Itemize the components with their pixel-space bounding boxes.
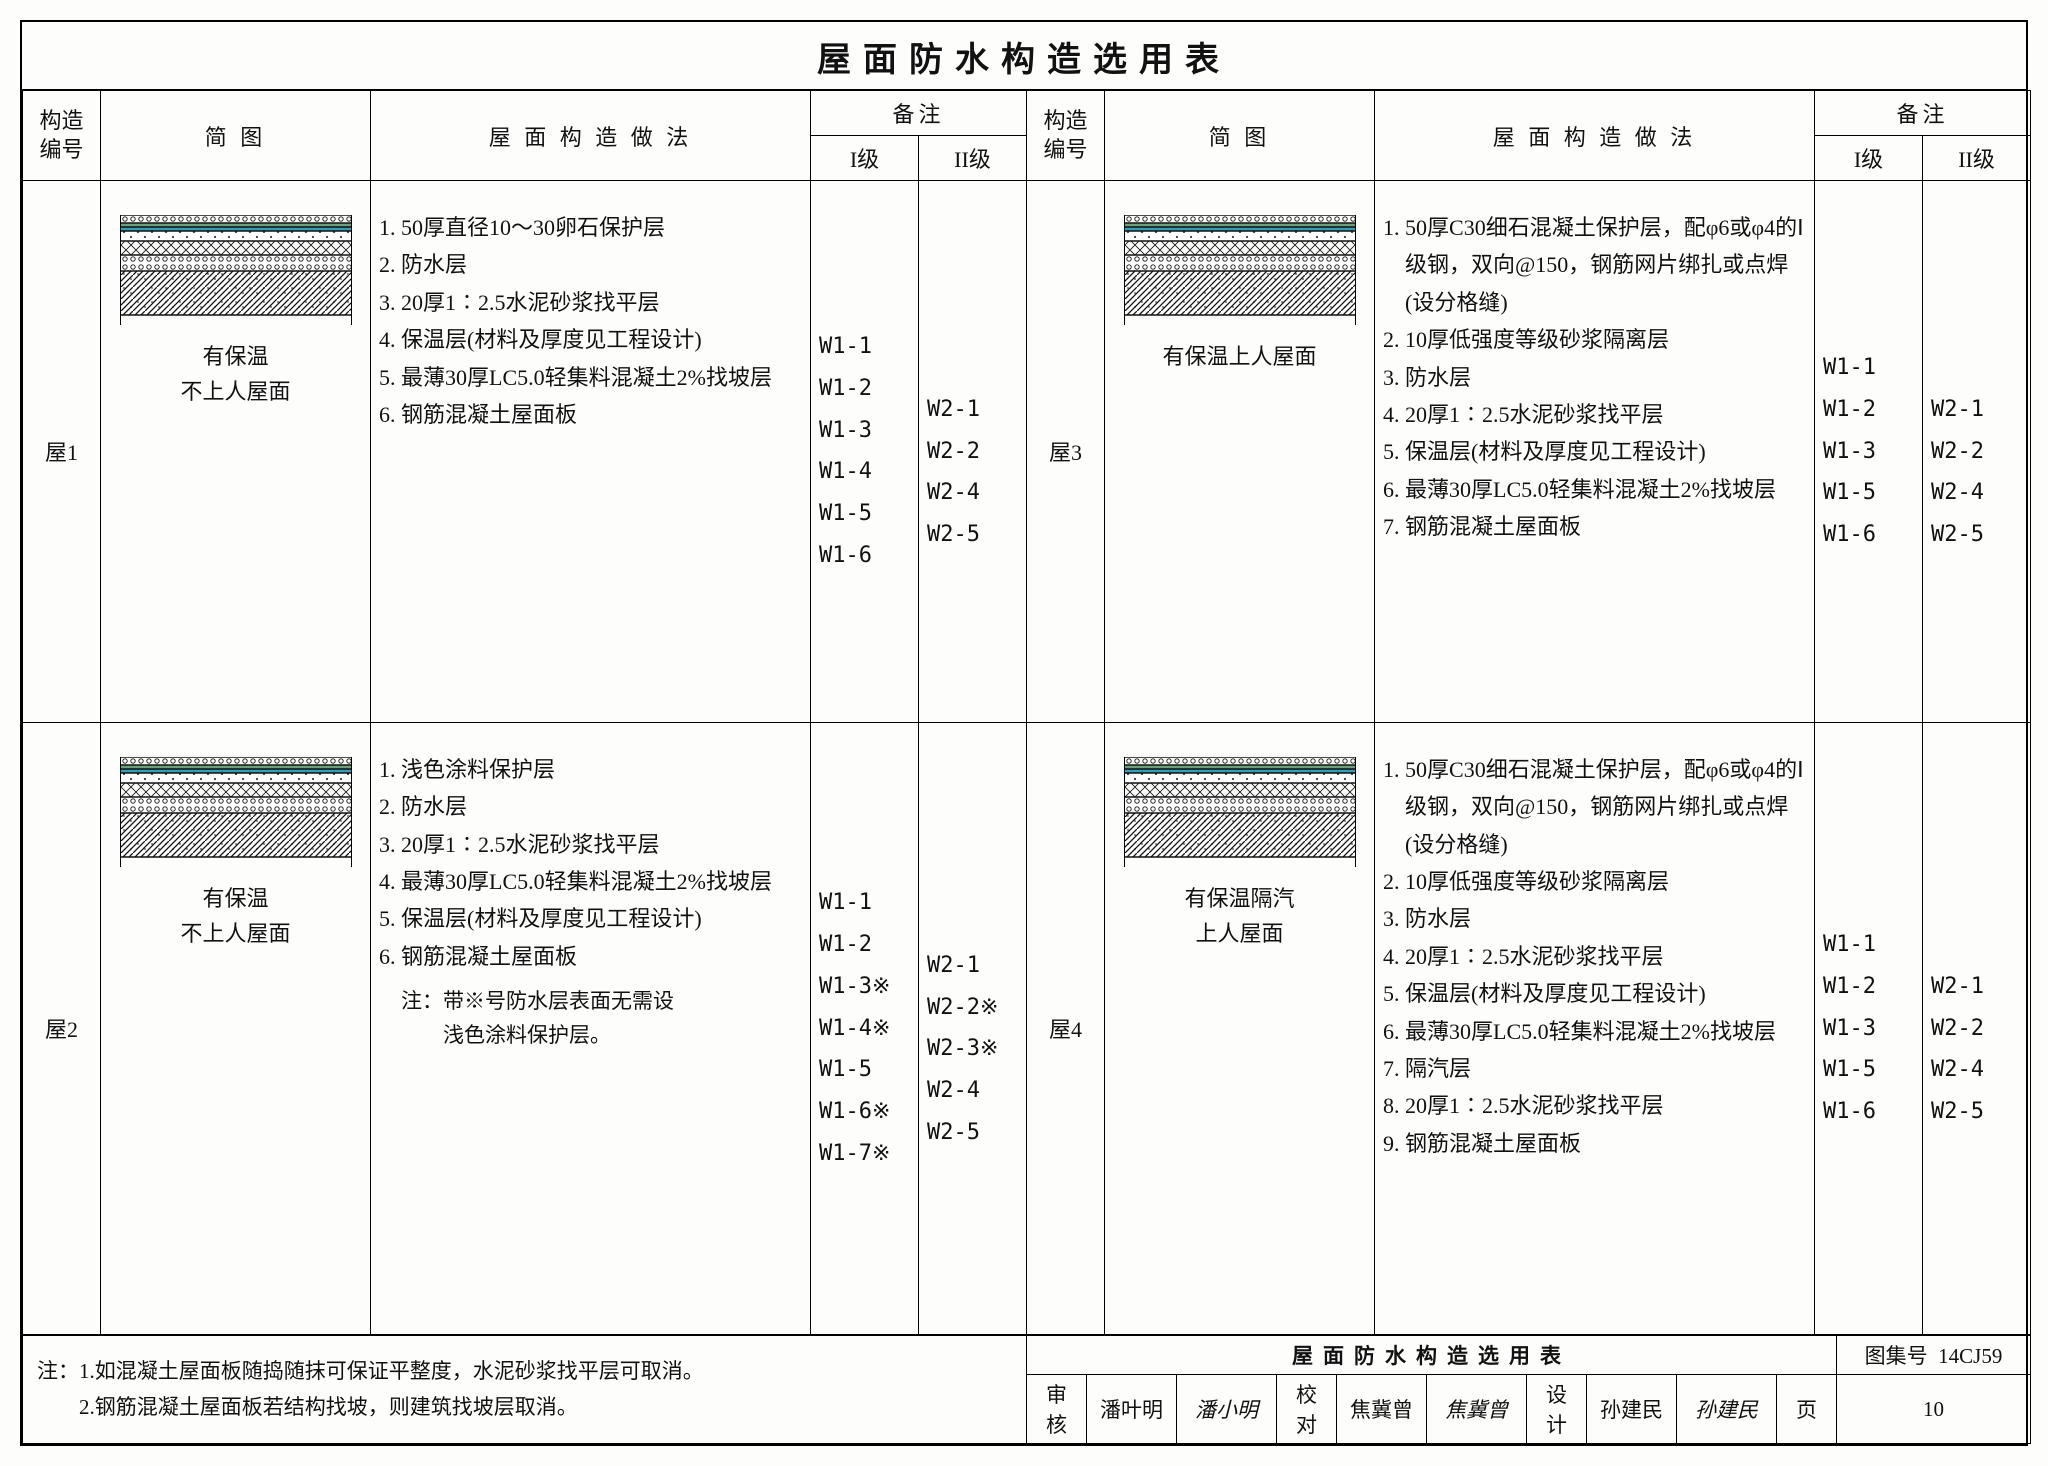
level1-cell: W1-1 W1-2 W1-3 W1-5 W1-6 [1815,722,1923,1334]
role-design: 设计 [1527,1375,1587,1444]
th-id-r: 构造 编号 [1027,91,1105,181]
th-l2: II级 [919,136,1027,181]
atlas-label: 图集号 14CJ59 [1837,1336,2031,1375]
row-id: 屋1 [23,181,101,723]
sign-proof: 焦冀曾 [1427,1375,1527,1444]
atlas-no: 14CJ59 [1938,1344,2002,1368]
method-cell: 浅色涂料保护层防水层20厚1∶2.5水泥砂浆找平层最薄30厚LC5.0轻集料混凝… [371,722,811,1334]
diagram-caption: 有保温 不上人屋面 [180,335,290,409]
diagram-cell: 有保温上人屋面 [1105,181,1375,723]
method-cell: 50厚直径10～30卵石保护层防水层20厚1∶2.5水泥砂浆找平层保温层(材料及… [371,181,811,723]
level2-cell: W2-1 W2-2※ W2-3※ W2-4 W2-5 [919,722,1027,1334]
th-diagram-r: 简 图 [1105,91,1375,181]
method-cell: 50厚C30细石混凝土保护层，配φ6或φ4的Ⅰ级钢，双向@150，钢筋网片绑扎或… [1375,722,1815,1334]
th-method: 屋 面 构 造 做 法 [371,91,811,181]
method-cell: 50厚C30细石混凝土保护层，配φ6或φ4的Ⅰ级钢，双向@150，钢筋网片绑扎或… [1375,181,1815,723]
th-l1-r: I级 [1815,136,1923,181]
footnote: 注：1.如混凝土屋面板随捣随抹可保证平整度，水泥砂浆找平层可取消。 2.钢筋混凝… [23,1336,1027,1444]
th-l2-r: II级 [1923,136,2031,181]
atlas-label-text: 图集号 [1865,1344,1928,1368]
header-row-1: 构造 编号 简 图 屋 面 构 造 做 法 备注 构造 编号 简 图 屋 面 构… [23,91,2031,136]
table-row: 屋1 有保温 不上人屋面 50厚直径10～30卵石保护层 [23,181,2031,723]
level2-cell: W2-1 W2-2 W2-4 W2-5 [1923,181,2031,723]
table-row: 屋2 有保温 不上人屋面 浅色涂料保护层防水层20厚1∶ [23,722,2031,1334]
row-id: 屋2 [23,722,101,1334]
name-design: 孙建民 [1587,1375,1677,1444]
th-id: 构造 编号 [23,91,101,181]
sign-audit: 潘小明 [1177,1375,1277,1444]
sign-design: 孙建民 [1677,1375,1777,1444]
section-diagram [1124,757,1356,867]
page-label: 页 [1777,1375,1837,1444]
th-remark: 备注 [811,91,1027,136]
role-audit: 审核 [1027,1375,1087,1444]
footer-subtitle: 屋面防水构造选用表 [1027,1336,1837,1375]
level2-cell: W2-1 W2-2 W2-4 W2-5 [919,181,1027,723]
section-diagram [120,757,352,867]
th-diagram: 简 图 [101,91,371,181]
th-method-r: 屋 面 构 造 做 法 [1375,91,1815,181]
page-no: 10 [1837,1375,2031,1444]
section-diagram [120,215,352,325]
footer-table: 注：1.如混凝土屋面板随捣随抹可保证平整度，水泥砂浆找平层可取消。 2.钢筋混凝… [22,1335,2031,1444]
name-proof: 焦冀曾 [1337,1375,1427,1444]
row-id: 屋4 [1027,722,1105,1334]
role-proof: 校对 [1277,1375,1337,1444]
level1-cell: W1-1 W1-2 W1-3※ W1-4※ W1-5 W1-6※ W1-7※ [811,722,919,1334]
diagram-caption: 有保温上人屋面 [1163,335,1317,374]
section-diagram [1124,215,1356,325]
diagram-cell: 有保温 不上人屋面 [101,722,371,1334]
diagram-cell: 有保温 不上人屋面 [101,181,371,723]
footer-row-1: 注：1.如混凝土屋面板随捣随抹可保证平整度，水泥砂浆找平层可取消。 2.钢筋混凝… [23,1336,2031,1375]
main-table: 构造 编号 简 图 屋 面 构 造 做 法 备注 构造 编号 简 图 屋 面 构… [22,90,2031,1335]
level1-cell: W1-1 W1-2 W1-3 W1-4 W1-5 W1-6 [811,181,919,723]
name-audit: 潘叶明 [1087,1375,1177,1444]
row-id: 屋3 [1027,181,1105,723]
level2-cell: W2-1 W2-2 W2-4 W2-5 [1923,722,2031,1334]
drawing-sheet: 屋面防水构造选用表 构造 编号 简 图 屋 面 构 造 做 法 备注 构造 编号… [20,20,2028,1446]
level1-cell: W1-1 W1-2 W1-3 W1-5 W1-6 [1815,181,1923,723]
th-remark-r: 备注 [1815,91,2031,136]
diagram-caption: 有保温隔汽 上人屋面 [1185,877,1295,951]
diagram-cell: 有保温隔汽 上人屋面 [1105,722,1375,1334]
th-l1: I级 [811,136,919,181]
diagram-caption: 有保温 不上人屋面 [180,877,290,951]
page-title: 屋面防水构造选用表 [22,22,2026,90]
